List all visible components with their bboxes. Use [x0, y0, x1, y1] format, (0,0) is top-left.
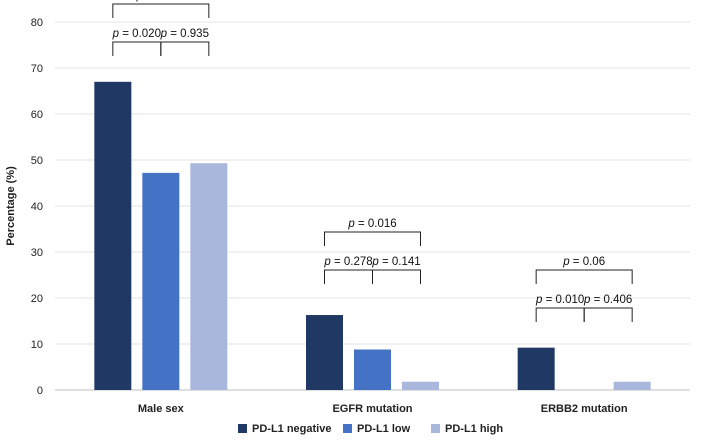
- y-tick-label: 50: [31, 155, 43, 167]
- bar-pd-l1-high: [613, 381, 651, 390]
- legend-swatch: [238, 424, 247, 433]
- bar-pd-l1-negative: [94, 81, 132, 391]
- significance-bracket: p = 0.06: [535, 256, 633, 284]
- legend: PD-L1 negative PD-L1 low PD-L1 high: [238, 423, 503, 435]
- x-category-label: EGFR mutation: [332, 403, 412, 415]
- significance-bracket: p = 0.010: [535, 294, 585, 322]
- y-tick-label: 0: [37, 385, 43, 397]
- p-value-label: p = 0.016: [347, 218, 396, 230]
- y-axis-ticks: 0 10 20 30 40 50 60 70 80: [31, 17, 43, 397]
- bracket-line: [324, 269, 373, 284]
- bar-pd-l1-high: [190, 163, 228, 390]
- legend-item: PD-L1 low: [343, 423, 411, 435]
- bracket-line: [535, 307, 585, 322]
- y-tick-label: 10: [31, 339, 43, 351]
- legend-label: PD-L1 low: [357, 423, 411, 435]
- bar-pd-l1-negative: [517, 347, 555, 390]
- legend-swatch: [431, 424, 440, 433]
- significance-bracket: p = 0.406: [583, 294, 633, 322]
- y-tick-label: 70: [31, 63, 43, 75]
- y-tick-label: 30: [31, 247, 43, 259]
- p-value-label: p = 0.141: [371, 256, 420, 268]
- bars: [94, 81, 651, 391]
- p-value-label: p = 0.010: [535, 294, 584, 306]
- legend-item: PD-L1 negative: [238, 423, 331, 435]
- bracket-line: [324, 231, 421, 246]
- x-category-label: Male sex: [138, 403, 185, 415]
- x-axis-categories: Male sex EGFR mutation ERBB2 mutation: [138, 403, 628, 415]
- p-value-label: p = 0.020: [112, 28, 161, 40]
- significance-bracket: p = 0.020: [112, 28, 162, 56]
- significance-bracket: p = 0.016: [324, 218, 421, 246]
- p-value-label: p = 0.06: [562, 256, 605, 268]
- significance-bracket: p = 0.935: [160, 28, 210, 56]
- bracket-line: [112, 3, 210, 18]
- p-value-label: p = 0.278: [323, 256, 372, 268]
- bar-pd-l1-high: [402, 381, 439, 390]
- legend-label: PD-L1 negative: [252, 423, 331, 435]
- bar-pd-l1-negative: [306, 315, 343, 390]
- p-value-label: p = 0.406: [583, 294, 632, 306]
- y-axis-label: Percentage (%): [5, 166, 17, 246]
- bracket-line: [535, 269, 633, 284]
- y-tick-label: 20: [31, 293, 43, 305]
- significance-bracket: p = 0.278: [323, 256, 373, 284]
- legend-item: PD-L1 high: [431, 423, 503, 435]
- significance-bracket: p = 0.141: [371, 256, 421, 284]
- p-value-label: p = 0.054: [136, 0, 186, 2]
- bracket-line: [112, 41, 162, 56]
- y-tick-label: 60: [31, 109, 43, 121]
- x-category-label: ERBB2 mutation: [541, 403, 628, 415]
- bracket-line: [372, 269, 421, 284]
- bracket-line: [160, 41, 210, 56]
- y-tick-label: 80: [31, 17, 43, 29]
- p-value-label: p = 0.935: [160, 28, 209, 40]
- legend-swatch: [343, 424, 352, 433]
- y-tick-label: 40: [31, 201, 43, 213]
- bracket-line: [583, 307, 633, 322]
- significance-bracket: p = 0.054: [112, 0, 210, 18]
- bar-pd-l1-low: [142, 172, 180, 390]
- legend-label: PD-L1 high: [445, 423, 503, 435]
- bar-pd-l1-low: [354, 349, 391, 390]
